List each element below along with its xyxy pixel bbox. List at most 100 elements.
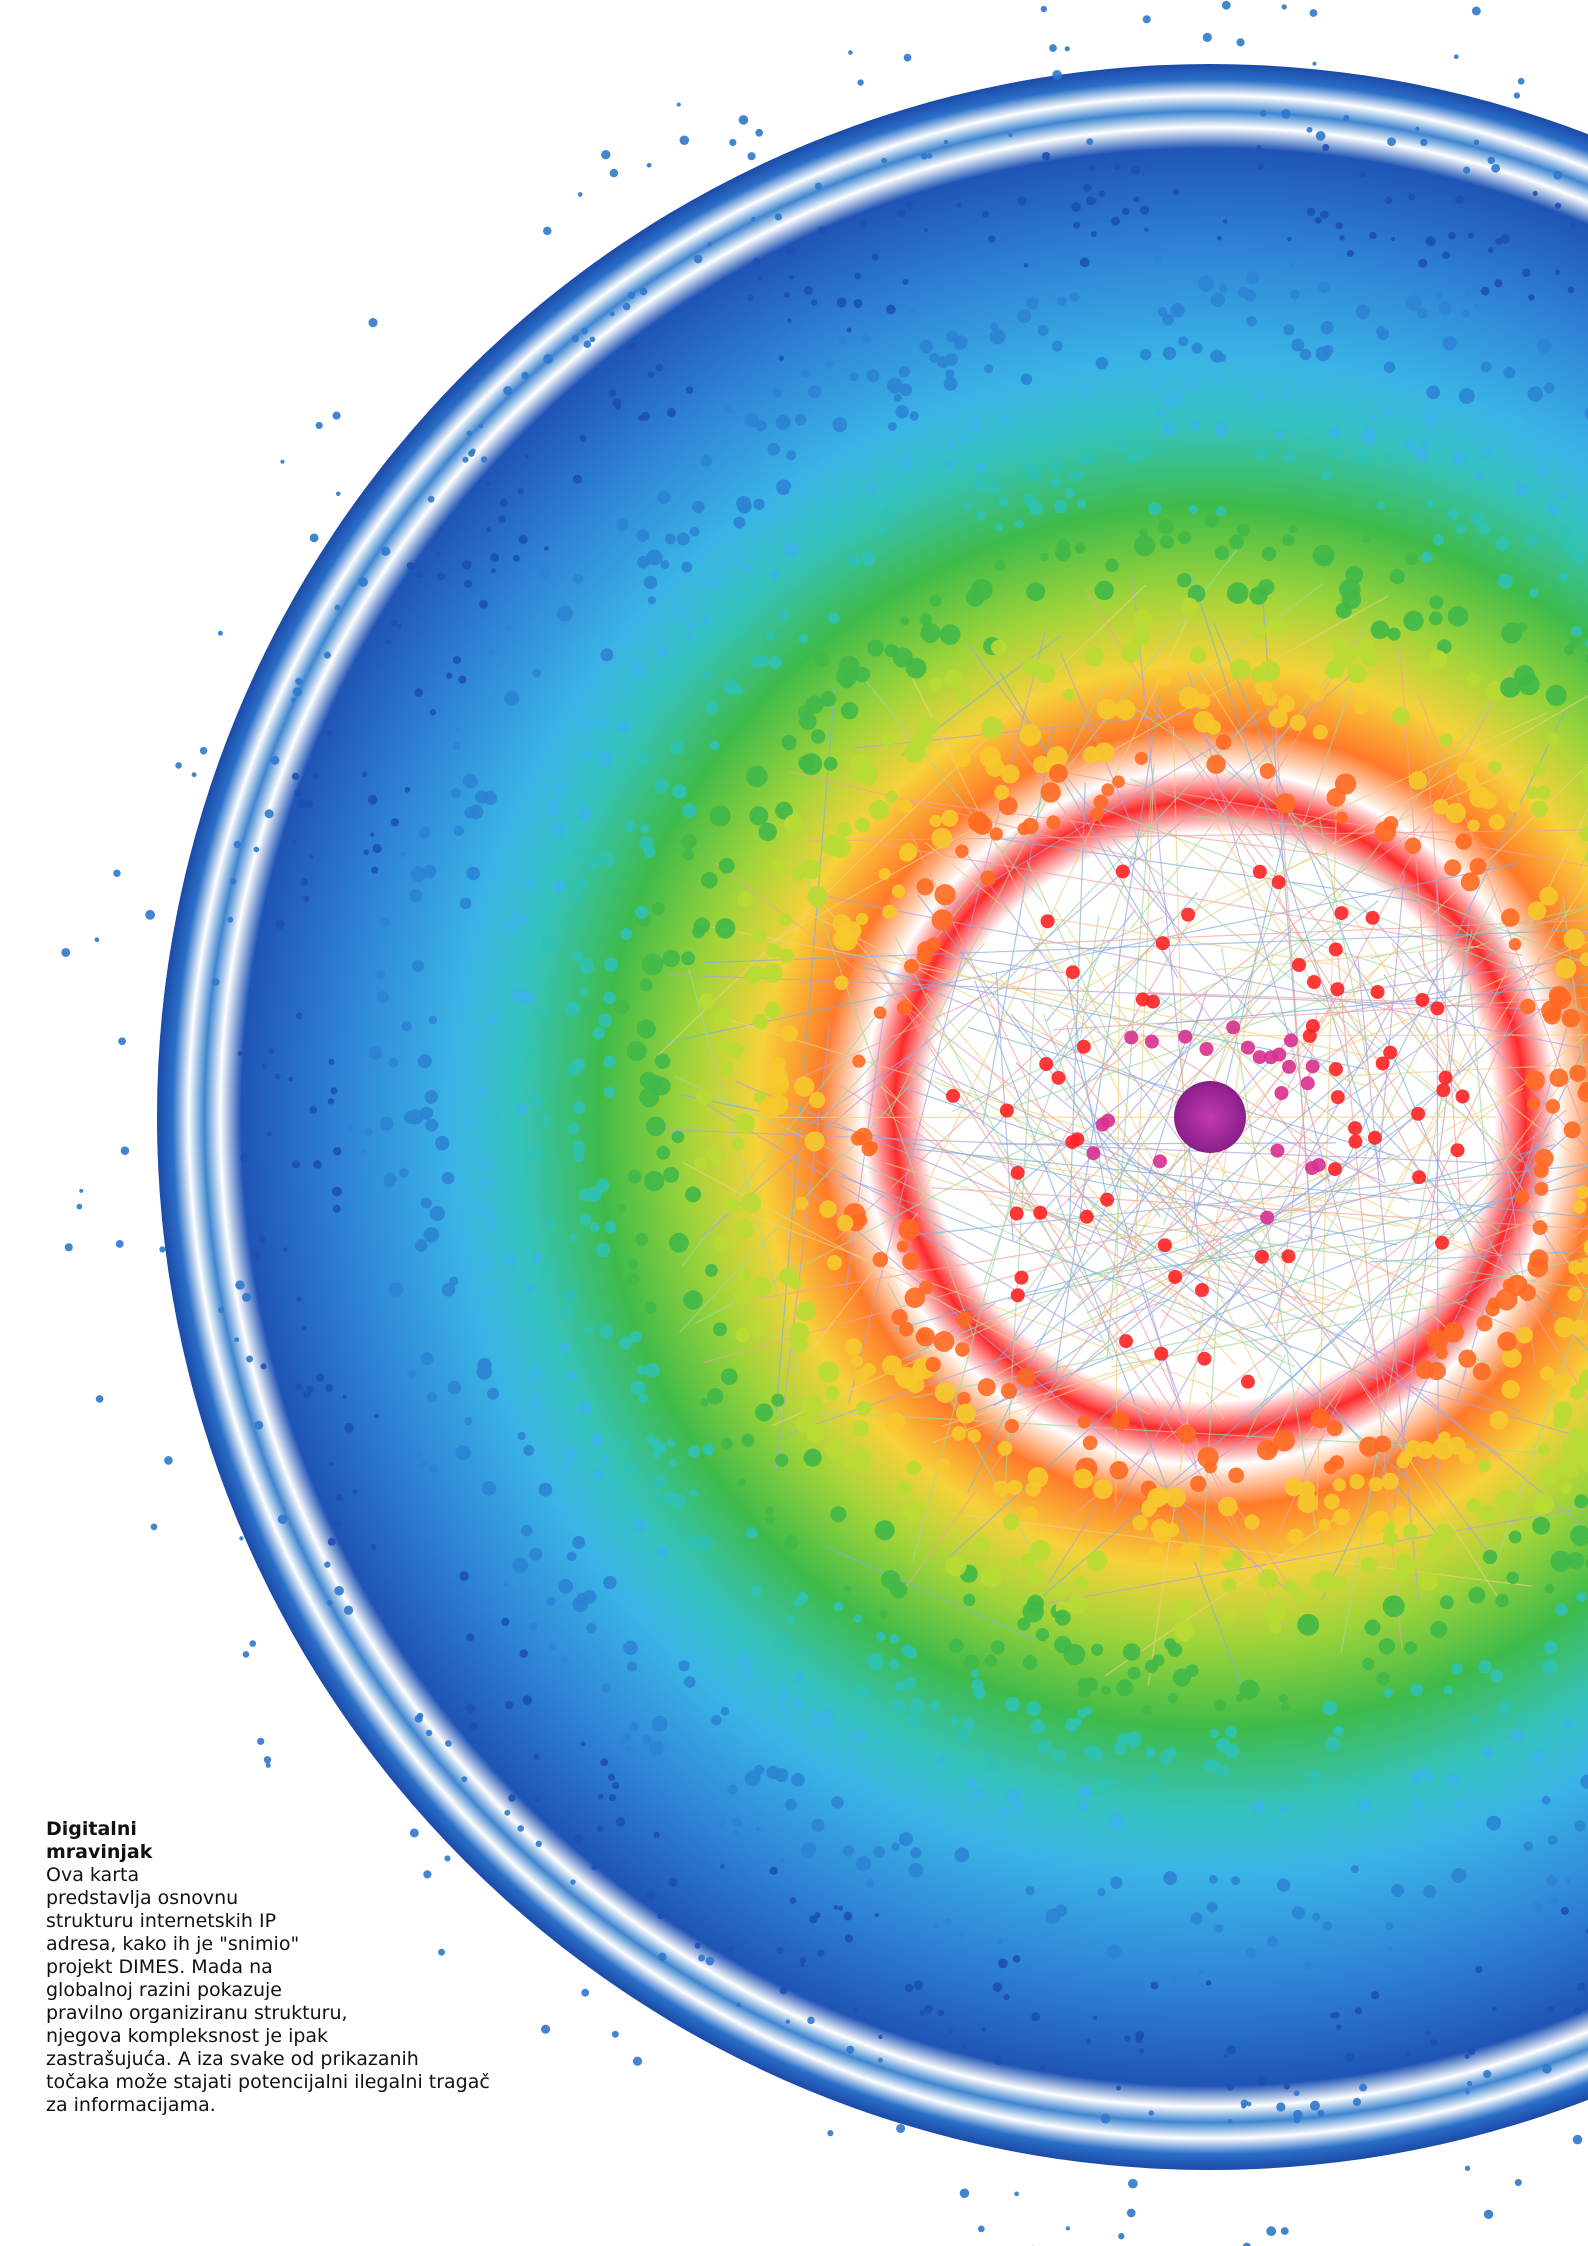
node — [1151, 354, 1166, 369]
node — [1055, 1905, 1067, 1917]
node — [955, 1342, 969, 1356]
node — [416, 570, 423, 577]
node — [1290, 715, 1306, 731]
node — [410, 866, 426, 882]
node — [1528, 902, 1547, 921]
node — [669, 1878, 678, 1887]
node — [998, 497, 1008, 507]
node — [1204, 514, 1218, 528]
node — [839, 656, 860, 677]
node — [1509, 938, 1522, 951]
node — [544, 1219, 554, 1229]
node — [899, 366, 910, 377]
node — [627, 1661, 637, 1671]
node — [1408, 771, 1427, 790]
node — [1454, 54, 1459, 59]
node — [1468, 233, 1474, 239]
node — [1083, 1706, 1092, 1715]
node — [1189, 505, 1198, 514]
node — [667, 1439, 676, 1448]
node — [457, 1074, 472, 1089]
node — [728, 1946, 734, 1952]
node — [1376, 1672, 1390, 1686]
node — [1457, 428, 1466, 437]
node — [1116, 864, 1130, 878]
node — [1241, 1041, 1255, 1055]
node — [1500, 1700, 1511, 1711]
node — [903, 1500, 925, 1522]
node — [424, 1090, 438, 1104]
node — [683, 849, 694, 860]
node — [644, 1301, 656, 1313]
node — [1173, 1598, 1193, 1618]
node — [1252, 1800, 1266, 1814]
node — [1084, 1746, 1093, 1755]
node — [1359, 1436, 1379, 1456]
node — [665, 533, 676, 544]
node — [604, 1087, 615, 1098]
node — [541, 1464, 557, 1480]
node — [945, 460, 954, 469]
node — [825, 360, 833, 368]
node — [669, 1233, 689, 1253]
node — [1420, 139, 1427, 146]
node — [1514, 92, 1520, 98]
node — [1040, 553, 1048, 561]
node — [719, 1061, 733, 1075]
node — [630, 662, 646, 678]
node — [663, 1167, 679, 1183]
node — [1372, 1511, 1390, 1529]
node — [79, 1189, 83, 1193]
node — [633, 2057, 642, 2066]
node — [1322, 1700, 1337, 1715]
node — [994, 785, 1009, 800]
node — [1406, 295, 1422, 311]
node — [363, 849, 369, 855]
node — [1256, 145, 1261, 150]
node — [336, 491, 341, 496]
node — [1383, 1531, 1399, 1547]
node — [1086, 138, 1093, 145]
node — [552, 746, 565, 759]
node — [520, 812, 533, 825]
node — [746, 1527, 758, 1539]
node — [266, 1763, 271, 1768]
node — [1428, 1362, 1446, 1380]
node — [685, 1186, 701, 1202]
node — [325, 1384, 333, 1392]
node — [956, 1404, 976, 1424]
node — [595, 716, 608, 729]
node — [1024, 263, 1028, 267]
node — [980, 1566, 1002, 1588]
node — [852, 1420, 869, 1437]
node — [1390, 569, 1405, 584]
node — [962, 1718, 975, 1731]
node — [1282, 534, 1294, 546]
node — [618, 1737, 626, 1745]
node — [1310, 2101, 1320, 2111]
node — [603, 1055, 616, 1068]
node — [991, 1828, 1000, 1837]
node — [1246, 271, 1259, 284]
node — [1329, 942, 1343, 956]
node — [817, 1949, 825, 1957]
node — [930, 1701, 940, 1711]
node — [601, 1456, 609, 1464]
node — [324, 1561, 330, 1567]
node — [831, 1796, 843, 1808]
node — [706, 574, 721, 589]
node — [600, 852, 615, 867]
node — [580, 749, 592, 761]
node — [1277, 1878, 1290, 1891]
node — [644, 1171, 664, 1191]
node — [334, 1586, 344, 1596]
node — [541, 2025, 550, 2034]
node — [1198, 276, 1214, 292]
node — [897, 1240, 909, 1252]
node — [1168, 1270, 1182, 1284]
node — [1144, 228, 1148, 232]
node — [630, 1380, 645, 1395]
node — [235, 1280, 244, 1289]
node — [1446, 803, 1466, 823]
node — [838, 1906, 843, 1911]
